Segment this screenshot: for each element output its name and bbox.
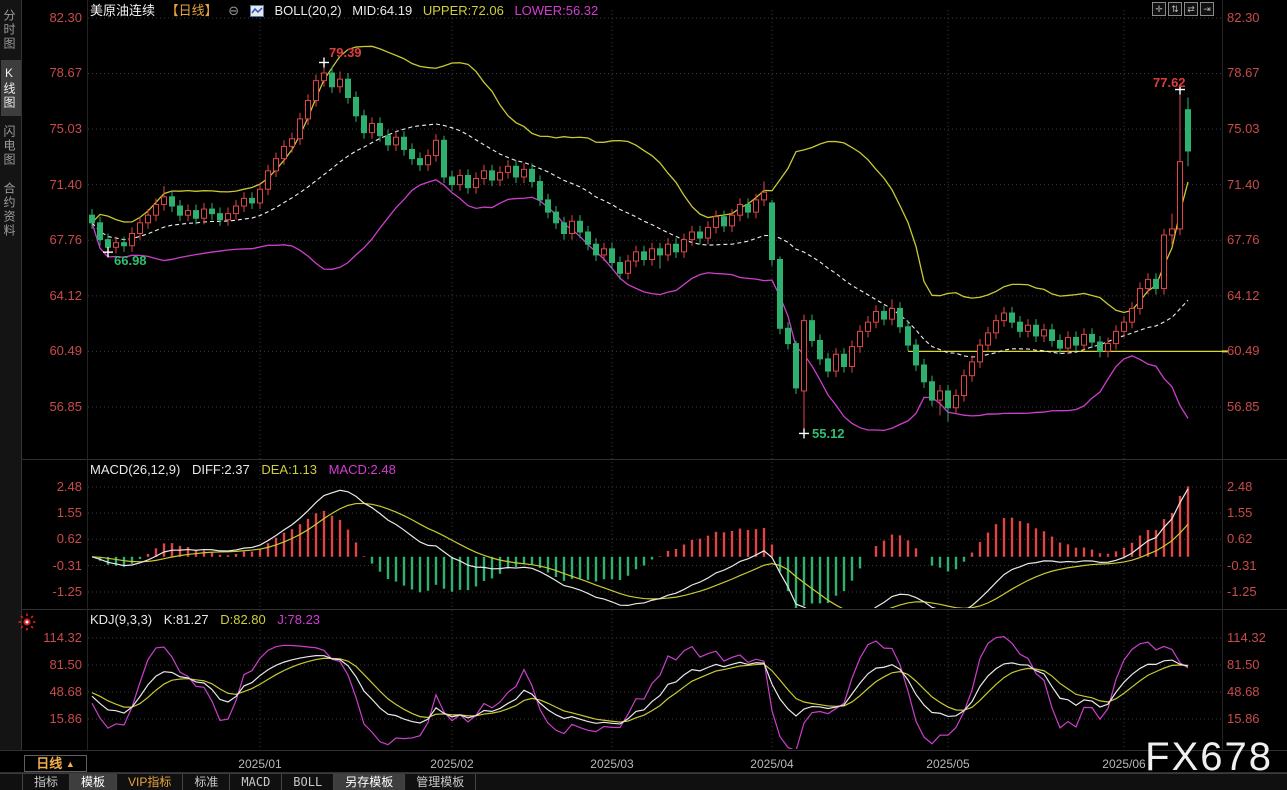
boll-upper-value: UPPER:72.06 [422, 3, 504, 18]
kdj-k-value: K:81.27 [163, 612, 209, 627]
chart-tool-icons: ✛ ⇅ ⇄ ⇥ [1152, 2, 1214, 16]
macd-name: MACD(26,12,9) [90, 462, 181, 477]
period-selector-label: 日线 [36, 756, 63, 771]
sidebar-item-合约资料[interactable]: 合约资料 [2, 182, 16, 238]
indicator-tabbar: 指标 模板 VIP指标 标准 MACD BOLL 另存模板 管理模板 [0, 773, 1287, 790]
alert-sun-icon[interactable] [18, 613, 36, 636]
date-axis-label: 2025/06 [1102, 757, 1146, 771]
date-axis-label: 2025/01 [238, 757, 282, 771]
crosshair-icon[interactable]: ✛ [1152, 2, 1166, 16]
macd-dea-value: DEA:1.13 [261, 462, 318, 477]
chart-type-sidebar: 分时图 K线图闪电图合约资料 [0, 0, 22, 750]
kdj-panel-label: KDJ(9,3,3) K:81.27 D:82.80 J:78.23 [90, 612, 328, 627]
period-arrow-icon: ▲ [65, 759, 75, 769]
tab-指标[interactable]: 指标 [22, 774, 71, 790]
kdj-d-value: D:82.80 [220, 612, 266, 627]
date-axis-label: 2025/02 [430, 757, 474, 771]
date-axis-label: 2025/03 [590, 757, 634, 771]
symbol-name: 美原油连续 [90, 3, 156, 18]
macd-diff-value: DIFF:2.37 [191, 462, 250, 477]
boll-indicator-label: BOLL(20,2) [274, 3, 342, 18]
macd-panel-label: MACD(26,12,9) DIFF:2.37 DEA:1.13 MACD:2.… [90, 462, 404, 477]
period-selector[interactable]: 日线 ▲ [24, 755, 87, 772]
axis-zoom-x-icon[interactable]: ⇄ [1184, 2, 1198, 16]
axis-pan-icon[interactable]: ⇥ [1200, 2, 1214, 16]
watermark: FX678 [1145, 735, 1273, 779]
tab-BOLL[interactable]: BOLL [282, 774, 335, 790]
tab-模板[interactable]: 模板 [70, 774, 118, 790]
macd-macd-value: MACD:2.48 [328, 462, 396, 477]
tab-标准[interactable]: 标准 [183, 774, 231, 790]
boll-mid-value: MID:64.19 [352, 3, 413, 18]
axis-zoom-y-icon[interactable]: ⇅ [1168, 2, 1182, 16]
sidebar-item-分时图[interactable]: 分时图 [2, 9, 16, 51]
tab-VIP指标[interactable]: VIP指标 [117, 774, 184, 790]
chart-header: 美原油连续 【日线】 ⊖ BOLL(20,2) MID:64.19 UPPER:… [90, 2, 605, 19]
date-axis-label: 2025/04 [750, 757, 794, 771]
tab-MACD[interactable]: MACD [230, 774, 283, 790]
date-axis-label: 2025/05 [926, 757, 970, 771]
sidebar-item-闪电图[interactable]: 闪电图 [2, 125, 16, 167]
kdj-name: KDJ(9,3,3) [90, 612, 153, 627]
kdj-j-value: J:78.23 [277, 612, 321, 627]
tab-管理模板[interactable]: 管理模板 [405, 774, 477, 790]
period-label[interactable]: 【日线】 [165, 3, 218, 18]
boll-lower-value: LOWER:56.32 [514, 3, 599, 18]
kline-mini-chart-icon [249, 4, 264, 21]
collapse-indicator-icon[interactable]: ⊖ [228, 3, 240, 18]
tab-另存模板[interactable]: 另存模板 [334, 774, 406, 790]
sidebar-item-K线图[interactable]: K线图 [1, 60, 21, 116]
